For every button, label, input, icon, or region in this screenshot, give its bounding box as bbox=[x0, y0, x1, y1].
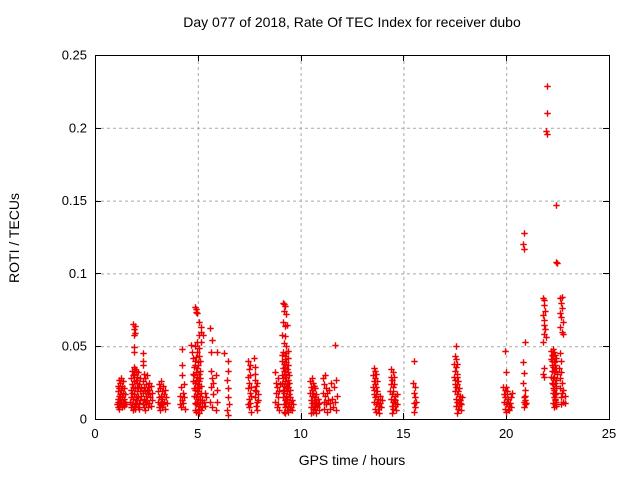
x-tick-label: 5 bbox=[194, 426, 201, 441]
x-axis-label: GPS time / hours bbox=[298, 452, 406, 468]
chart-title: Day 077 of 2018, Rate Of TEC Index for r… bbox=[183, 14, 521, 30]
x-tick-label: 0 bbox=[91, 426, 98, 441]
y-tick-label: 0.15 bbox=[62, 193, 87, 208]
y-tick-label: 0.1 bbox=[69, 266, 87, 281]
x-tick-label: 15 bbox=[396, 426, 410, 441]
x-tick-label: 25 bbox=[602, 426, 616, 441]
x-tick-label: 10 bbox=[293, 426, 307, 441]
plot-border bbox=[95, 55, 610, 420]
y-tick-label: 0.25 bbox=[62, 48, 87, 63]
y-tick-label: 0 bbox=[80, 412, 87, 427]
x-tick-label: 20 bbox=[499, 426, 513, 441]
y-tick-label: 0.2 bbox=[69, 120, 87, 135]
y-tick-label: 0.05 bbox=[62, 339, 87, 354]
scatter-points bbox=[114, 83, 569, 419]
